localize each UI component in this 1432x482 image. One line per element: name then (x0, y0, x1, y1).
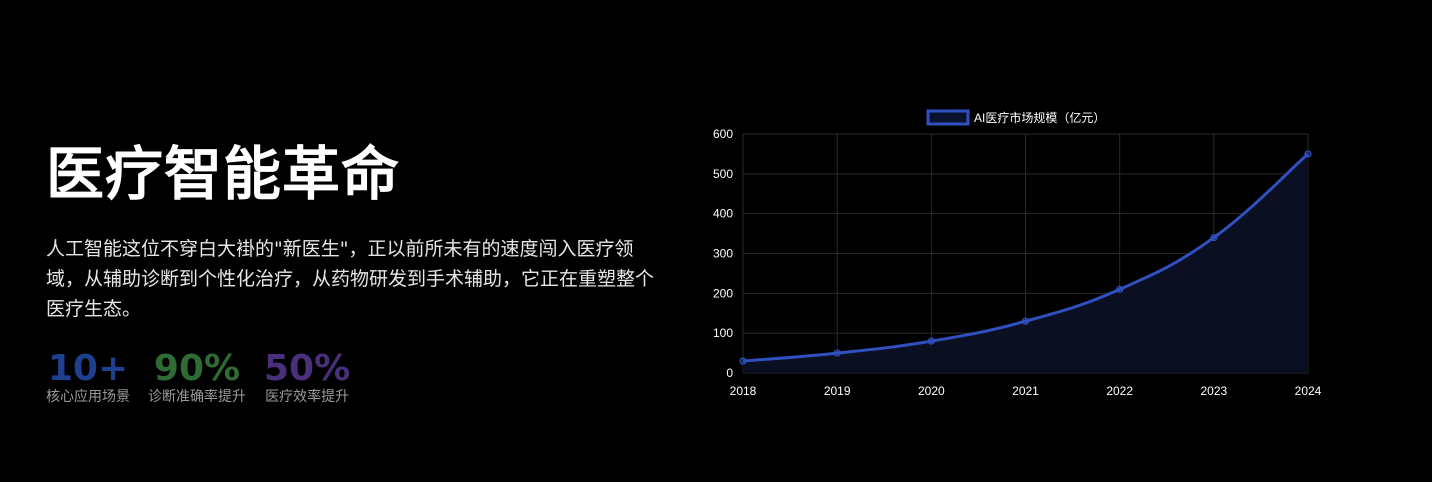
x-tick-label: 2019 (824, 384, 851, 398)
stat-label: 医疗效率提升 (265, 389, 350, 405)
y-tick-label: 100 (713, 326, 733, 340)
stat-value: 10+ (47, 348, 129, 389)
data-point-2021 (1021, 317, 1030, 325)
legend-swatch (926, 109, 970, 126)
y-tick-label: 200 (713, 286, 733, 300)
data-point-2018 (739, 357, 747, 365)
x-tick-label: 2021 (1012, 384, 1039, 398)
y-tick-label: 500 (713, 167, 733, 181)
series-line (742, 152, 1309, 363)
x-tick-label: 2024 (1295, 384, 1322, 398)
x-tick-label: 2022 (1106, 384, 1133, 398)
series-area (743, 153, 1308, 373)
y-tick-label: 400 (713, 207, 733, 221)
stat-item-scenarios: 10+ 核心应用场景 (46, 350, 130, 406)
x-tick-label: 2020 (918, 384, 945, 398)
y-tick-label: 0 (726, 366, 733, 380)
data-point-2019 (833, 349, 841, 357)
hero-section: 医疗智能革命 人工智能这位不穿白大褂的"新医生"，正以前所未有的速度闯入医疗领域… (46, 140, 676, 406)
page-title: 医疗智能革命 (46, 140, 401, 208)
x-tick-label: 2023 (1200, 384, 1227, 398)
stat-label: 诊断准确率提升 (148, 389, 246, 405)
data-point-2023 (1210, 233, 1218, 242)
legend-label: AI医疗市场规模（亿元） (974, 110, 1105, 125)
stat-item-efficiency: 50% 医疗效率提升 (264, 350, 350, 406)
stat-item-accuracy: 90% 诊断准确率提升 (148, 350, 246, 406)
hero-description: 人工智能这位不穿白大褂的"新医生"，正以前所未有的速度闯入医疗领域，从辅助诊断到… (46, 238, 655, 320)
y-tick-label: 300 (713, 247, 733, 261)
data-point-2024 (1304, 150, 1312, 158)
market-chart: 0 100 200 300 400 500 600 2018 2019 2020 2021 2022 2… (690, 100, 1370, 420)
x-tick-label: 2018 (730, 384, 757, 398)
data-point-2020 (927, 337, 935, 345)
y-tick-label: 600 (713, 127, 733, 141)
stat-value: 90% (153, 348, 241, 389)
stat-value: 50% (264, 348, 351, 389)
market-chart-svg: 0 100 200 300 400 500 600 2018 2019 2020 2021 2022 2… (713, 109, 1322, 398)
stats-row: 10+ 核心应用场景 90% 诊断准确率提升 50% 医疗效率提升 (46, 350, 676, 406)
stat-label: 核心应用场景 (46, 389, 130, 405)
data-point-2022 (1116, 285, 1124, 293)
